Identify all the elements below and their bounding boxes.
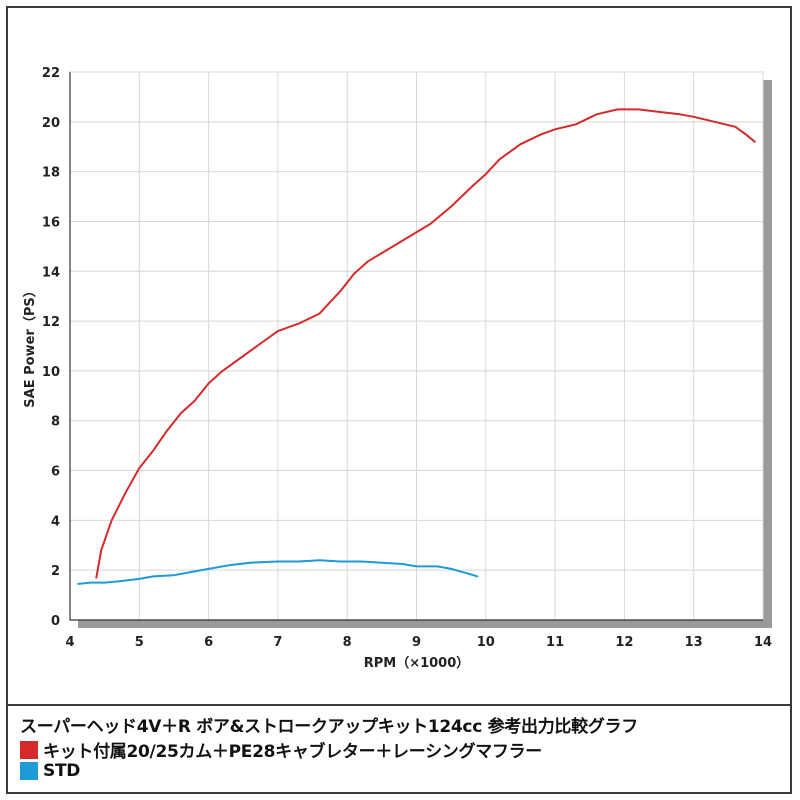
x-tick-label: 7 [273, 635, 282, 650]
series-line-kit [95, 108, 756, 579]
x-tick-label: 5 [135, 635, 144, 650]
y-tick-label: 22 [42, 66, 60, 81]
y-tick-label: 4 [51, 514, 60, 529]
y-tick-label: 16 [42, 215, 60, 230]
x-tick-label: 14 [754, 635, 772, 650]
y-tick-label: 12 [42, 315, 60, 330]
x-tick-label: 10 [477, 635, 495, 650]
x-tick-label: 9 [412, 635, 421, 650]
y-tick-label: 8 [51, 415, 60, 430]
x-tick-label: 12 [615, 635, 633, 650]
x-tick-label: 4 [65, 635, 74, 650]
plot-panel: 4 5 6 7 8 9 10 11 12 13 14 0 2 4 6 8 10 12 14 16 18 20 22 RPM（×… [8, 8, 790, 706]
y-axis-title: SAE Power（PS） [22, 284, 38, 407]
series-line-std [77, 559, 479, 585]
x-axis-title: RPM（×1000） [364, 655, 470, 671]
y-tick-label: 18 [42, 166, 60, 181]
legend-swatch-red [20, 740, 38, 759]
y-tick-label: 2 [51, 564, 60, 579]
x-tick-label: 13 [685, 635, 703, 650]
chart-title: スーパーヘッド4V＋R ボア&ストロークアップキット124cc 参考出力比較グラ… [20, 717, 638, 737]
legend-item-std: STD [20, 761, 80, 781]
x-tick-label: 6 [204, 635, 213, 650]
y-tick-label: 0 [51, 614, 60, 629]
legend-item-kit: キット付属20/25カム＋PE28キャブレター＋レーシングマフラー [20, 737, 542, 762]
legend-label-std: STD [43, 761, 81, 781]
chart-frame: 4 5 6 7 8 9 10 11 12 13 14 0 2 4 6 8 10 12 14 16 18 20 22 RPM（×… [6, 6, 792, 794]
x-tick-label: 11 [546, 635, 564, 650]
y-tick-label: 20 [42, 116, 60, 131]
legend-label-kit: キット付属20/25カム＋PE28キャブレター＋レーシングマフラー [43, 742, 543, 762]
x-tick-label: 8 [343, 635, 352, 650]
y-tick-label: 10 [42, 365, 60, 380]
plot-shadow-right [763, 80, 772, 628]
legend-panel: スーパーヘッド4V＋R ボア&ストロークアップキット124cc 参考出力比較グラ… [8, 706, 790, 792]
y-tick-label: 14 [42, 265, 60, 280]
legend-swatch-blue [20, 762, 38, 780]
power-chart: 4 5 6 7 8 9 10 11 12 13 14 0 2 4 6 8 10 12 14 16 18 20 22 RPM（×… [22, 66, 772, 671]
y-tick-label: 6 [51, 465, 60, 480]
plot-shadow-bottom [78, 620, 772, 628]
